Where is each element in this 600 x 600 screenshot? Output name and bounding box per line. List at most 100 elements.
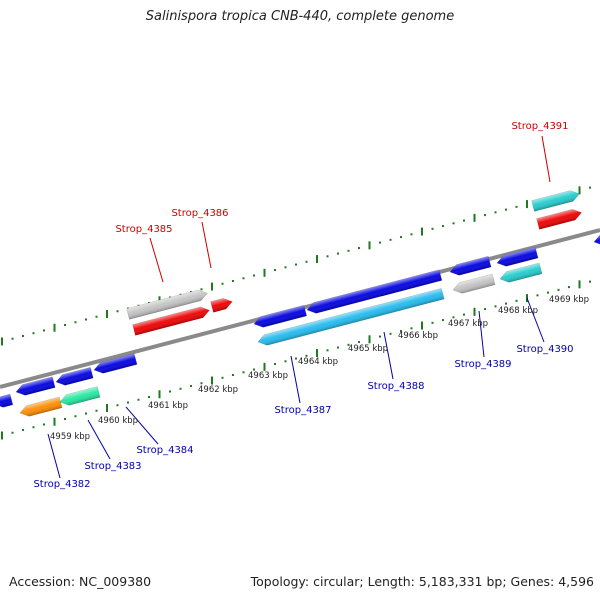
minor-tick [85, 412, 87, 415]
leader-line [149, 237, 164, 283]
minor-tick [284, 266, 287, 269]
gene-strop-4390[interactable] [499, 262, 543, 284]
minor-tick [452, 222, 455, 225]
minor-tick [568, 286, 570, 289]
gene-label[interactable]: Strop_4386 [171, 208, 228, 219]
minor-tick [505, 208, 507, 211]
gene-label[interactable]: Strop_4382 [33, 479, 90, 490]
minor-tick [536, 294, 539, 297]
minor-tick [232, 374, 234, 377]
gene-strop-4382[interactable] [19, 396, 63, 418]
minor-tick [200, 382, 203, 385]
minor-tick [337, 346, 339, 349]
kbp-label: 4966 kbp [398, 331, 438, 341]
minor-tick [505, 302, 507, 305]
minor-tick [326, 255, 329, 258]
minor-tick [484, 308, 486, 311]
minor-tick [431, 227, 434, 230]
gene-strop-4388[interactable] [257, 287, 445, 347]
kbp-label: 4960 kbp [98, 416, 138, 426]
minor-tick [515, 299, 518, 302]
gene-feature[interactable] [449, 255, 492, 277]
minor-tick [305, 260, 308, 263]
minor-tick [200, 288, 203, 291]
minor-tick [284, 360, 287, 363]
leader-line [541, 135, 551, 183]
minor-tick [253, 274, 255, 277]
minor-tick [127, 401, 129, 404]
minor-tick [557, 288, 560, 291]
gene-feature[interactable] [55, 366, 94, 387]
gene-strop-4391[interactable] [531, 189, 581, 212]
gene-feature[interactable] [15, 376, 56, 398]
kbp-label: 4967 kbp [448, 319, 488, 329]
gene-label[interactable]: Strop_4391 [511, 121, 568, 132]
minor-tick [347, 343, 350, 346]
gene-feature[interactable] [536, 207, 583, 230]
minor-tick [452, 316, 455, 319]
minor-tick [74, 321, 77, 324]
minor-tick [494, 211, 497, 214]
minor-tick [253, 368, 255, 371]
minor-tick [179, 387, 182, 390]
gene-label[interactable]: Strop_4383 [84, 461, 141, 472]
minor-tick [410, 233, 413, 236]
minor-tick [64, 417, 66, 420]
minor-tick [347, 249, 350, 252]
minor-tick [85, 318, 87, 321]
minor-tick [379, 241, 381, 244]
minor-tick [326, 349, 329, 352]
label-leader-lines [47, 135, 551, 479]
minor-tick [221, 282, 224, 285]
gene-feature[interactable] [306, 269, 443, 316]
minor-tick [400, 330, 402, 333]
minor-tick [358, 341, 360, 344]
minor-tick [463, 313, 465, 316]
minor-tick [400, 236, 402, 239]
gene-label[interactable]: Strop_4387 [274, 405, 331, 416]
minor-tick [95, 315, 98, 318]
kbp-labels: 4959 kbp 4960 kbp 4961 kbp 4962 kbp 4963 kbp… [50, 295, 589, 442]
accession-text: Accession: NC_009380 [9, 574, 152, 589]
genome-summary: Topology: circular; Length: 5,183,331 bp… [250, 574, 594, 589]
gene-label[interactable]: Strop_4384 [136, 445, 193, 456]
minor-tick [74, 415, 77, 418]
gene-feature[interactable] [496, 246, 539, 268]
minor-tick [11, 337, 14, 340]
minor-tick [137, 398, 140, 401]
minor-tick [463, 219, 465, 222]
minor-tick [148, 396, 150, 399]
gene-label[interactable]: Strop_4385 [115, 224, 172, 235]
minor-tick [442, 225, 444, 228]
gene-feature[interactable] [210, 296, 234, 313]
gene-feature[interactable] [593, 231, 600, 247]
minor-tick [274, 363, 276, 366]
leader-line [201, 221, 212, 269]
minor-tick [337, 252, 339, 255]
gene-label[interactable]: Strop_4390 [516, 344, 573, 355]
gene-label[interactable]: Strop_4389 [454, 359, 511, 370]
leader-line [526, 297, 545, 343]
kbp-label: 4963 kbp [248, 371, 288, 381]
minor-tick [410, 327, 413, 330]
minor-tick [389, 238, 392, 241]
gene-strop-4383[interactable] [59, 386, 101, 408]
gene-feature[interactable] [93, 353, 138, 376]
gene-label[interactable]: Strop_4388 [367, 381, 424, 392]
minor-tick [295, 263, 297, 266]
minor-tick [64, 323, 66, 326]
minor-tick [494, 305, 497, 308]
leader-line [87, 419, 111, 460]
gene-strop-4389[interactable] [452, 273, 496, 295]
gene-strop-4385[interactable] [126, 288, 209, 320]
minor-tick [431, 321, 434, 324]
gene-strop-4387[interactable] [253, 304, 308, 329]
gene-strop-4386[interactable] [132, 305, 211, 336]
minor-tick [169, 390, 171, 393]
kbp-label: 4968 kbp [498, 306, 538, 316]
kbp-label: 4965 kbp [348, 344, 388, 354]
minor-tick [232, 280, 234, 283]
kbp-label: 4962 kbp [198, 385, 238, 395]
gene-feature[interactable] [0, 393, 14, 409]
